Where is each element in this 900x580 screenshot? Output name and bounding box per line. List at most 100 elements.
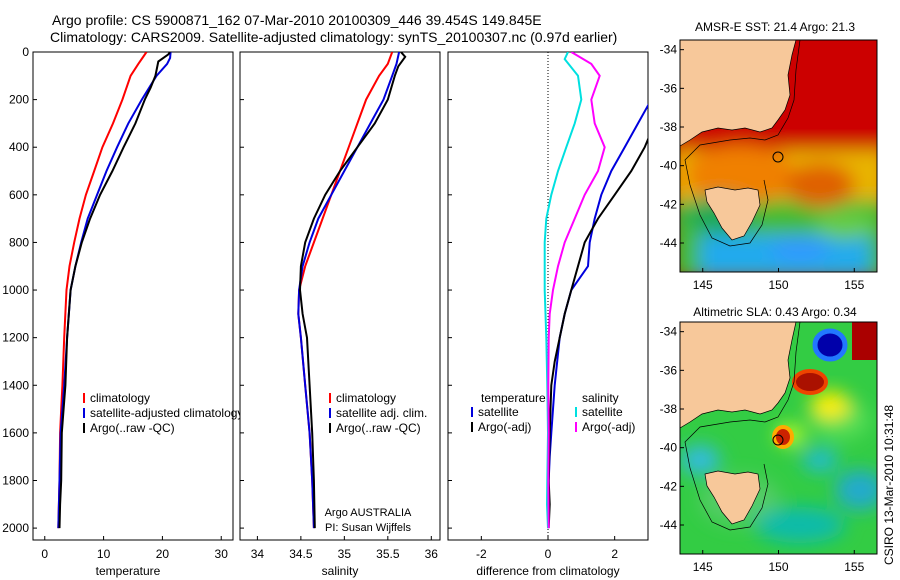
difference-xtick-label-0: -2 xyxy=(476,547,487,561)
salinity-series-line-1 xyxy=(297,52,401,529)
sst-map-field xyxy=(680,40,877,272)
salinity-series-line-2 xyxy=(298,52,407,529)
header-line-1: Argo profile: CS 5900871_162 07-Mar-2010… xyxy=(52,12,542,28)
temperature-legend-label-2: Argo(..raw -QC) xyxy=(90,421,175,435)
sla-map-ytick-label-5: -44 xyxy=(660,518,678,532)
temperature-legend-label-0: climatology xyxy=(90,391,150,405)
temperature-xtick-label-1: 10 xyxy=(97,547,111,561)
temperature-panel: 0 10 20 30 0 200 400 600 800 1000 1200 1400 1600 1800… xyxy=(2,45,243,578)
sst-map-ticks: 145 150 155 -34 -36 -38 -40 -42 -44 xyxy=(660,43,865,292)
sla-shelf-contour xyxy=(684,322,801,531)
sla-map-xtick-label-2: 155 xyxy=(844,560,864,574)
temperature-ytick-label-1: 200 xyxy=(9,93,29,107)
sla-map-ytick-label-1: -36 xyxy=(660,363,678,377)
difference-xlabel: difference from climatology xyxy=(476,564,619,578)
sst-map-ytick-label-2: -38 xyxy=(660,120,678,134)
sst-map-panel: AMSR-E SST: 21.4 Argo: 21.3 145 150 155 -34… xyxy=(660,20,878,292)
salinity-legend-label-2: Argo(..raw -QC) xyxy=(336,421,421,435)
temperature-xlabel: temperature xyxy=(96,564,161,578)
header-line-2: Climatology: CARS2009. Satellite-adjuste… xyxy=(50,29,617,45)
difference-legend-left-title: temperature xyxy=(481,391,546,405)
sst-map-ytick-label-3: -40 xyxy=(660,159,678,173)
temperature-ytick-label-5: 1000 xyxy=(2,283,29,297)
sla-eddy-cold xyxy=(812,328,848,362)
sla-eddy-warm-2 xyxy=(772,425,794,449)
sla-mainland xyxy=(680,322,797,429)
temperature-ytick-label-6: 1200 xyxy=(2,331,29,345)
sla-eddy-warm xyxy=(792,369,828,395)
temperature-ytick-label-2: 400 xyxy=(9,140,29,154)
temperature-ytick-label-4: 800 xyxy=(9,235,29,249)
difference-legend-right-title: salinity xyxy=(582,391,619,405)
temperature-ytick-label-9: 1800 xyxy=(2,473,29,487)
salinity-ticks: 34 34.5 35 35.5 36 xyxy=(240,51,439,561)
sla-corner-high xyxy=(852,322,877,360)
salinity-annotation-1: Argo AUSTRALIA xyxy=(325,507,412,519)
sst-map-ytick-label-0: -34 xyxy=(660,43,678,57)
difference-series xyxy=(543,52,648,529)
sla-map-ytick-label-2: -38 xyxy=(660,402,678,416)
sla-map-field xyxy=(680,322,877,554)
sla-map-ytick-label-4: -42 xyxy=(660,479,678,493)
temperature-ytick-label-0: 0 xyxy=(22,45,29,59)
salinity-xtick-label-4: 36 xyxy=(425,547,439,561)
sla-map-xtick-label-1: 150 xyxy=(768,560,788,574)
salinity-xtick-label-3: 35.5 xyxy=(376,547,400,561)
salinity-legend-label-0: climatology xyxy=(336,391,396,405)
sst-map-xtick-label-0: 145 xyxy=(693,278,713,292)
difference-legend-left-label-0: satellite xyxy=(478,405,519,419)
sla-map-ytick-label-0: -34 xyxy=(660,325,678,339)
difference-legend-right-label-1: Argo(-adj) xyxy=(582,420,635,434)
sst-map-xtick-label-2: 155 xyxy=(844,278,864,292)
temperature-ytick-label-7: 1400 xyxy=(2,378,29,392)
temperature-xtick-label-2: 20 xyxy=(156,547,170,561)
footer-stamp: CSIRO 13-Mar-2010 10:31:48 xyxy=(882,405,896,565)
salinity-xtick-label-2: 35 xyxy=(338,547,352,561)
temperature-axes-box xyxy=(32,51,234,541)
difference-series-line-3 xyxy=(547,52,606,529)
salinity-xlabel: salinity xyxy=(322,564,359,578)
sst-map-xtick-label-1: 150 xyxy=(768,278,788,292)
temperature-series-line-2 xyxy=(58,52,171,529)
salinity-xtick-label-0: 34 xyxy=(251,547,265,561)
difference-ticks: -2 0 2 xyxy=(448,51,618,561)
difference-panel: -2 0 2 difference from climatology tempera… xyxy=(447,51,649,578)
salinity-axes-box xyxy=(239,51,441,541)
sst-map-ytick-label-5: -44 xyxy=(660,236,678,250)
sst-map-title: AMSR-E SST: 21.4 Argo: 21.3 xyxy=(695,20,855,34)
sst-map-ytick-label-4: -42 xyxy=(660,197,678,211)
difference-legend-left-label-1: Argo(-adj) xyxy=(478,420,531,434)
difference-legend: temperature salinitysatelliteArgo(-adj)sa… xyxy=(471,391,635,434)
sla-map-title: Altimetric SLA: 0.43 Argo: 0.34 xyxy=(693,305,857,319)
sst-tasmania xyxy=(704,186,761,241)
difference-legend-right-label-0: satellite xyxy=(582,405,623,419)
sst-map-ytick-label-1: -36 xyxy=(660,81,678,95)
temperature-xtick-label-3: 30 xyxy=(215,547,229,561)
temperature-ytick-label-3: 600 xyxy=(9,188,29,202)
salinity-series xyxy=(297,52,407,529)
temperature-ticks: 0 10 20 30 0 200 400 600 800 1000 1200 1400 1600 1800… xyxy=(2,45,228,561)
sst-mainland xyxy=(680,40,797,147)
temperature-legend-label-1: satellite-adjusted climatology xyxy=(90,406,243,420)
salinity-annotation-2: PI: Susan Wijffels xyxy=(325,522,411,534)
sla-map-panel: Altimetric SLA: 0.43 Argo: 0.34 xyxy=(660,305,878,574)
salinity-xtick-label-1: 34.5 xyxy=(289,547,313,561)
salinity-panel: 34 34.5 35 35.5 36 salinity climatologysatel… xyxy=(239,51,441,578)
sla-map-ytick-label-3: -40 xyxy=(660,441,678,455)
sst-float-marker xyxy=(772,151,784,163)
temperature-ytick-label-10: 2000 xyxy=(2,521,29,535)
sla-tasmania xyxy=(704,470,761,525)
sla-float-marker xyxy=(772,434,784,446)
sla-map-ticks: 145 150 155 -34 -36 -38 -40 -42 -44 xyxy=(660,325,865,574)
difference-xtick-label-2: 2 xyxy=(611,547,618,561)
difference-xtick-label-1: 0 xyxy=(545,547,552,561)
sla-map-xtick-label-0: 145 xyxy=(693,560,713,574)
temperature-ytick-label-8: 1600 xyxy=(2,426,29,440)
salinity-legend-label-1: satellite adj. clim. xyxy=(336,406,427,420)
temperature-series xyxy=(57,52,172,529)
temperature-xtick-label-0: 0 xyxy=(41,547,48,561)
sst-shelf-contour xyxy=(684,40,801,247)
